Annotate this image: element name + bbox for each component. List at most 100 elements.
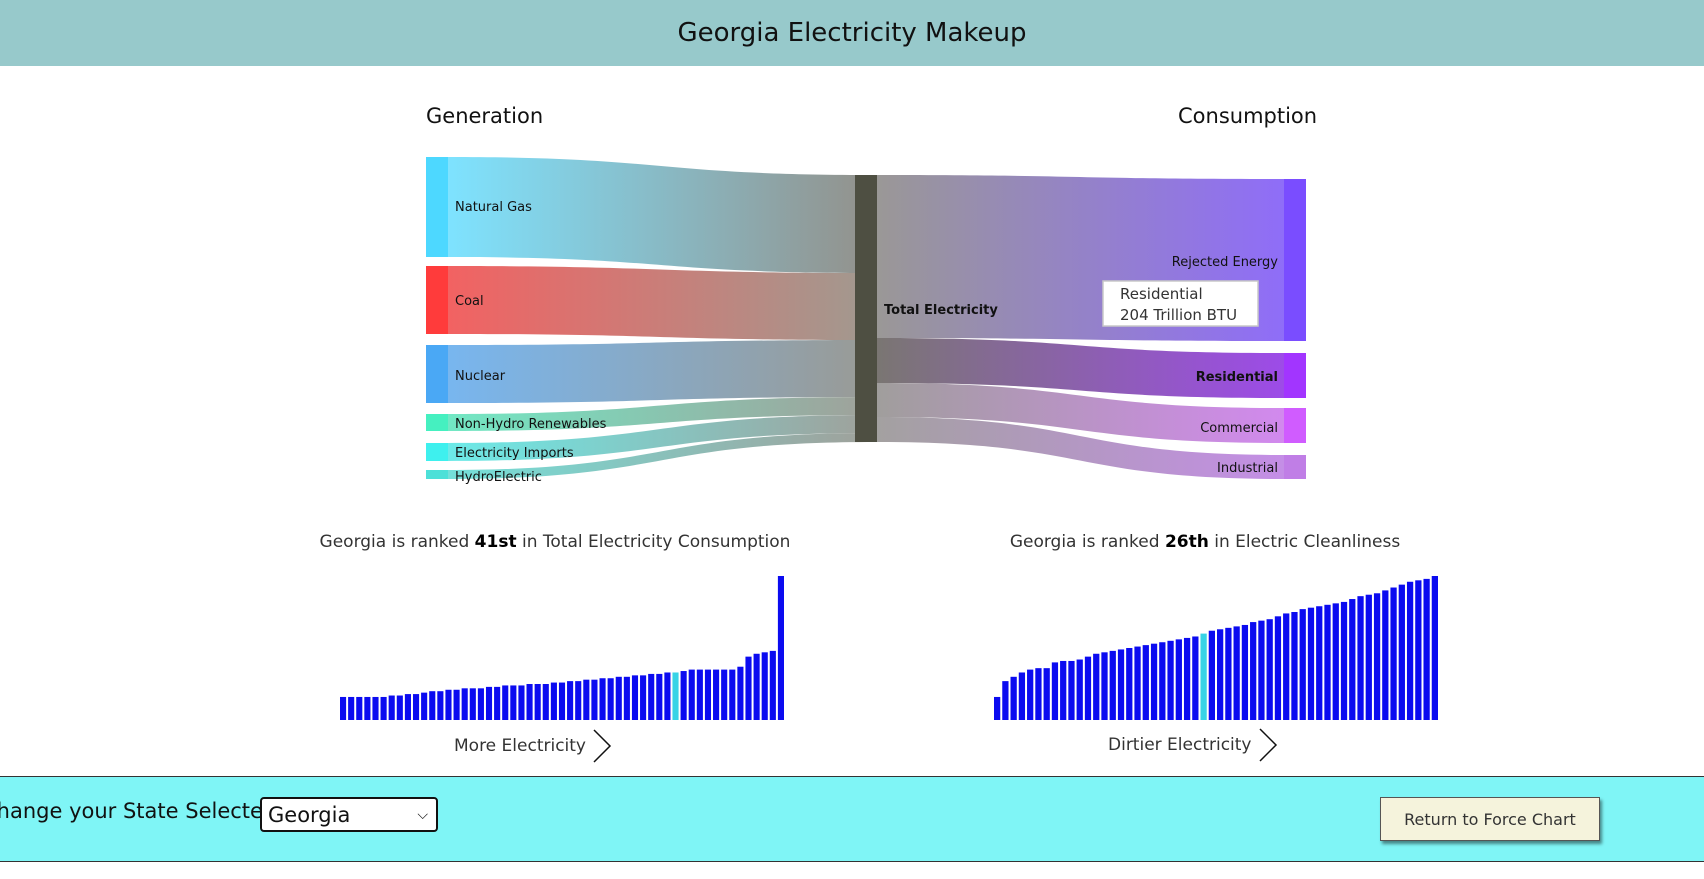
cleanliness-bar[interactable] — [1349, 599, 1356, 720]
consumption-bar[interactable] — [640, 675, 647, 720]
consumption-bar[interactable] — [761, 652, 768, 720]
consumption-bar[interactable] — [575, 681, 582, 720]
consumption-bar[interactable] — [477, 688, 484, 720]
cleanliness-bar[interactable] — [1068, 660, 1075, 720]
consumption-bar[interactable] — [453, 689, 460, 720]
consumption-bar[interactable] — [648, 673, 655, 720]
cleanliness-bar[interactable] — [1010, 676, 1017, 720]
consumption-bar[interactable] — [615, 676, 622, 720]
consumption-bar[interactable] — [713, 669, 720, 720]
cleanliness-bar[interactable] — [1307, 607, 1315, 720]
consumption-bar[interactable] — [599, 678, 606, 720]
node-total-electricity[interactable] — [855, 175, 877, 442]
cleanliness-bar[interactable] — [1060, 660, 1067, 720]
consumption-bar[interactable] — [550, 682, 557, 720]
cleanliness-bar[interactable] — [1043, 668, 1050, 720]
node-industrial[interactable] — [1284, 455, 1306, 479]
flow-non-hydro-renewables[interactable] — [448, 397, 876, 431]
cleanliness-bar[interactable] — [1431, 576, 1438, 720]
node-non-hydro-renewables[interactable] — [426, 414, 448, 431]
cleanliness-bar[interactable] — [1250, 622, 1257, 720]
cleanliness-bar[interactable] — [1101, 652, 1108, 720]
consumption-bar[interactable] — [583, 679, 590, 720]
consumption-bar[interactable] — [745, 656, 752, 720]
consumption-bar[interactable] — [380, 696, 387, 720]
consumption-bar[interactable] — [348, 696, 355, 720]
node-nuclear[interactable] — [426, 345, 448, 403]
consumption-bar[interactable] — [631, 675, 639, 720]
consumption-bar[interactable] — [356, 696, 363, 720]
cleanliness-bar[interactable] — [1390, 587, 1397, 720]
consumption-bar[interactable] — [704, 669, 712, 720]
cleanliness-bar[interactable] — [1167, 640, 1174, 720]
cleanliness-bar[interactable] — [1241, 624, 1249, 720]
consumption-bar[interactable] — [623, 676, 630, 720]
flow-electricity-imports[interactable] — [448, 415, 876, 461]
flow-coal[interactable] — [448, 266, 876, 340]
consumption-bar[interactable] — [494, 686, 501, 720]
cleanliness-bar[interactable] — [1340, 601, 1348, 720]
cleanliness-bar[interactable] — [1134, 646, 1141, 720]
consumption-bar[interactable] — [769, 650, 776, 720]
cleanliness-bar[interactable] — [1423, 578, 1430, 720]
consumption-bar[interactable] — [412, 694, 420, 720]
consumption-bar[interactable] — [421, 692, 428, 720]
cleanliness-bar[interactable] — [1365, 594, 1372, 720]
consumption-bar[interactable] — [567, 681, 574, 720]
consumption-bar[interactable] — [558, 682, 566, 720]
more-electricity-link[interactable]: More Electricity — [454, 728, 612, 764]
consumption-bar[interactable] — [502, 685, 509, 720]
consumption-bar[interactable] — [461, 688, 468, 720]
flow-commercial[interactable] — [876, 383, 1284, 443]
flow-industrial[interactable] — [876, 417, 1284, 479]
dirtier-electricity-link[interactable]: Dirtier Electricity — [1108, 727, 1278, 763]
node-commercial[interactable] — [1284, 408, 1306, 443]
consumption-bar[interactable] — [404, 694, 411, 720]
cleanliness-bar[interactable] — [1225, 627, 1232, 720]
cleanliness-bar[interactable] — [1159, 642, 1166, 720]
consumption-bar[interactable] — [777, 576, 784, 720]
state-select[interactable]: Georgia ⌵ — [260, 797, 438, 832]
cleanliness-bar[interactable] — [1084, 656, 1092, 720]
consumption-bar[interactable] — [518, 685, 525, 720]
cleanliness-bar[interactable] — [1192, 636, 1199, 720]
cleanliness-bar[interactable] — [1283, 613, 1290, 720]
cleanliness-bar[interactable] — [1258, 620, 1265, 720]
consumption-bar[interactable] — [469, 688, 476, 720]
consumption-bar[interactable] — [429, 691, 436, 720]
flow-nuclear[interactable] — [448, 340, 876, 403]
cleanliness-bar[interactable] — [1076, 659, 1083, 720]
cleanliness-bar[interactable] — [1398, 584, 1405, 720]
cleanliness-bar[interactable] — [1291, 612, 1298, 720]
consumption-bar[interactable] — [372, 696, 379, 720]
node-hydroelectric[interactable] — [426, 470, 448, 479]
cleanliness-bar[interactable] — [1175, 639, 1182, 720]
consumption-bar[interactable] — [656, 673, 663, 720]
cleanliness-bar[interactable] — [1117, 649, 1125, 720]
cleanliness-bar[interactable] — [1233, 626, 1240, 720]
consumption-bar[interactable] — [664, 672, 671, 720]
cleanliness-bar[interactable] — [1208, 630, 1215, 720]
cleanliness-bar[interactable] — [1415, 580, 1422, 720]
consumption-bar[interactable] — [696, 669, 703, 720]
cleanliness-bar[interactable] — [1373, 593, 1381, 720]
consumption-bar[interactable] — [388, 695, 395, 720]
cleanliness-bar[interactable] — [1126, 648, 1133, 720]
node-coal[interactable] — [426, 266, 448, 334]
node-rejected-energy[interactable] — [1284, 179, 1306, 341]
consumption-bar[interactable] — [437, 691, 444, 720]
flow-natural-gas[interactable] — [448, 157, 876, 273]
consumption-bar[interactable] — [729, 669, 736, 720]
consumption-bar[interactable] — [721, 669, 728, 720]
cleanliness-bar[interactable] — [1357, 596, 1364, 720]
cleanliness-bar[interactable] — [1217, 629, 1224, 720]
cleanliness-bar[interactable] — [1266, 619, 1273, 720]
cleanliness-bar[interactable] — [1150, 643, 1158, 720]
cleanliness-bar[interactable] — [1142, 645, 1149, 720]
cleanliness-bar[interactable] — [1406, 581, 1414, 720]
consumption-bar[interactable] — [510, 685, 517, 720]
consumption-bar[interactable] — [534, 684, 541, 720]
consumption-bar[interactable] — [688, 669, 695, 720]
cleanliness-bar[interactable] — [1183, 637, 1191, 720]
cleanliness-bar[interactable] — [1324, 604, 1331, 720]
